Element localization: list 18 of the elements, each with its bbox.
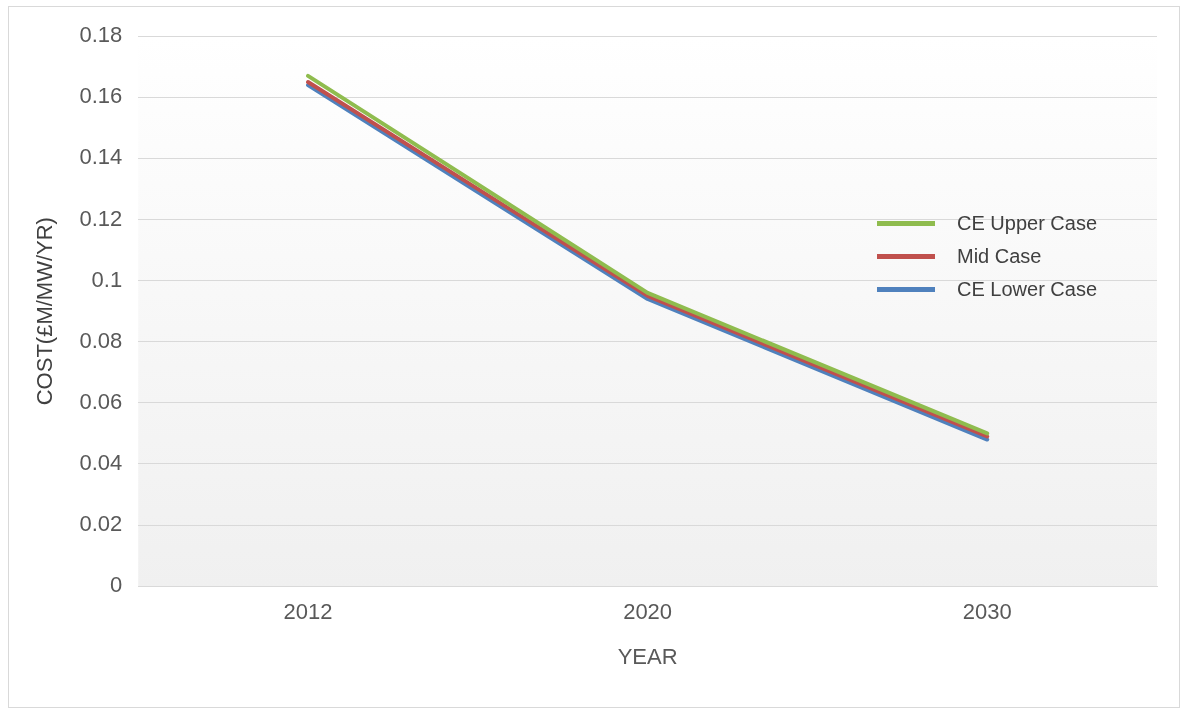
y-tick-label: 0.08	[79, 327, 123, 353]
x-tick-label: 2030	[962, 599, 1012, 625]
y-tick-label: 0.1	[91, 266, 123, 292]
x-axis-title: YEAR	[617, 643, 678, 669]
legend-label: Mid Case	[957, 243, 1042, 269]
y-tick-label: 0.12	[79, 205, 123, 231]
y-axis-title: COST(£M/MW/YR)	[32, 217, 58, 406]
y-tick-label: 0.14	[79, 144, 123, 170]
legend-label: CE Lower Case	[957, 276, 1098, 302]
y-tick-label: 0.04	[79, 450, 123, 476]
y-tick-label: 0.06	[79, 388, 123, 414]
y-tick-label: 0.02	[79, 511, 123, 537]
x-tick-label: 2020	[623, 599, 673, 625]
legend-label: CE Upper Case	[957, 210, 1098, 236]
y-tick-label: 0.18	[79, 22, 123, 48]
y-tick-label: 0	[109, 572, 123, 598]
y-tick-label: 0.16	[79, 83, 123, 109]
x-tick-label: 2012	[283, 599, 333, 625]
